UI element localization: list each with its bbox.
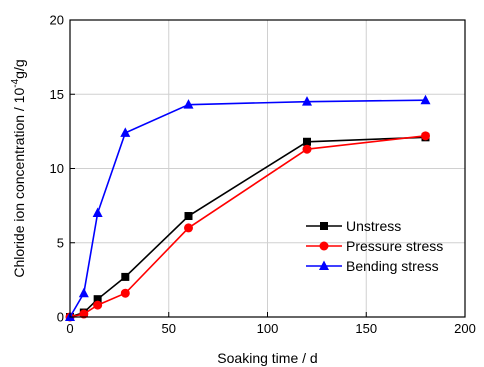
data-point-bending-stress bbox=[420, 94, 431, 105]
x-tick-label: 200 bbox=[454, 321, 476, 336]
y-tick-label: 20 bbox=[50, 13, 64, 28]
data-point-pressure-stress bbox=[184, 223, 193, 233]
series-group bbox=[65, 94, 431, 322]
y-axis-label: Chloride ion concentration / 10-4g/g bbox=[10, 59, 27, 277]
data-point-pressure-stress bbox=[421, 131, 430, 141]
y-axis-label-exponent: -4 bbox=[10, 78, 21, 87]
legend-marker bbox=[319, 241, 329, 251]
x-tick-label: 0 bbox=[66, 321, 73, 336]
legend-label: Unstress bbox=[346, 218, 401, 234]
data-point-pressure-stress bbox=[302, 144, 312, 154]
legend: Unstress Pressure stress Bending stress bbox=[306, 218, 443, 274]
data-point-bending-stress bbox=[302, 96, 312, 106]
y-tick-label: 5 bbox=[57, 235, 64, 250]
legend-item-bending-stress: Bending stress bbox=[306, 258, 439, 274]
legend-item-pressure-stress: Pressure stress bbox=[306, 238, 443, 254]
legend-marker bbox=[320, 222, 328, 230]
data-point-bending-stress bbox=[120, 127, 131, 137]
data-point-bending-stress bbox=[92, 207, 103, 218]
data-point-pressure-stress bbox=[79, 309, 89, 319]
data-point-unstress bbox=[93, 295, 102, 304]
data-point-unstress bbox=[303, 137, 311, 146]
legend-item-unstress: Unstress bbox=[306, 218, 401, 234]
x-tick-label: 50 bbox=[162, 321, 176, 336]
x-axis-label: Soaking time / d bbox=[217, 350, 317, 366]
y-axis-label-prefix: Chloride ion concentration / 10 bbox=[11, 88, 27, 278]
data-point-bending-stress bbox=[78, 287, 89, 298]
legend-label: Bending stress bbox=[346, 258, 439, 274]
legend-marker bbox=[319, 260, 329, 270]
series-pressure-stress bbox=[65, 131, 430, 322]
x-tick-label: 150 bbox=[355, 321, 377, 336]
data-point-pressure-stress bbox=[93, 300, 103, 310]
axis-ticks: 0 50 100 150 200 0 5 10 15 20 bbox=[50, 13, 476, 337]
data-point-bending-stress bbox=[183, 99, 194, 109]
series-bending-stress bbox=[65, 94, 431, 321]
y-tick-label: 0 bbox=[57, 310, 64, 325]
y-tick-label: 15 bbox=[50, 87, 64, 102]
x-tick-label: 100 bbox=[257, 321, 279, 336]
legend-label: Pressure stress bbox=[346, 238, 443, 254]
data-point-unstress bbox=[184, 212, 193, 221]
data-point-unstress bbox=[121, 272, 130, 281]
data-point-pressure-stress bbox=[120, 288, 130, 298]
y-axis-label-suffix: g/g bbox=[11, 59, 27, 78]
y-tick-label: 10 bbox=[50, 161, 64, 176]
